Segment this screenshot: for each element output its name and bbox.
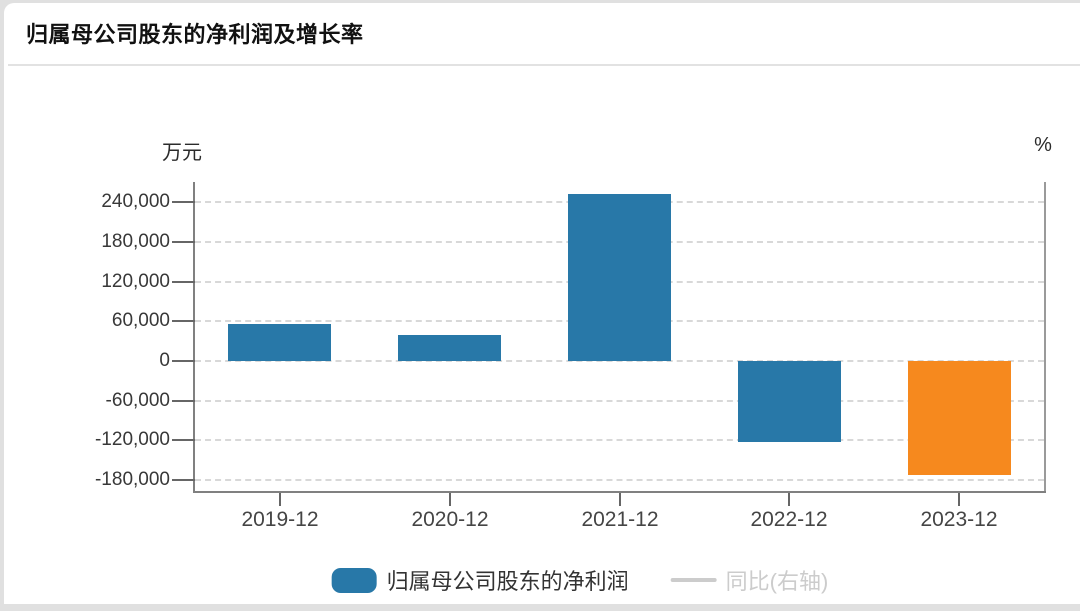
left-axis-line [193,182,195,491]
x-axis-tick [619,493,621,506]
x-axis-tick [279,493,281,506]
y-axis-label: 0 [159,350,170,371]
y-axis-tick [172,360,195,362]
bottom-axis-line [193,491,1046,493]
x-axis-label: 2020-12 [411,508,489,531]
y-axis-label: -60,000 [105,390,170,411]
bar-2022-12[interactable] [738,361,841,442]
legend-item-label: 同比(右轴) [725,569,829,594]
y-axis-tick [172,400,195,402]
y-axis-label: -120,000 [94,429,170,450]
bar-legend-marker-icon [331,567,377,593]
legend-item-label: 归属母公司股东的净利润 [386,569,629,594]
gridline [195,360,1044,362]
x-axis-label: 2021-12 [581,508,659,531]
right-axis-unit-label: % [1034,134,1052,156]
y-axis-label: 120,000 [101,271,170,292]
y-axis-tick [172,479,195,481]
gridline [195,439,1044,441]
x-axis-tick [449,493,451,506]
y-axis-label: -180,000 [94,469,170,490]
x-axis-tick [788,493,790,506]
y-axis-tick [172,439,195,441]
x-axis-tick [958,493,960,506]
chart-card: 归属母公司股东的净利润及增长率 [4,3,1080,604]
page-title: 归属母公司股东的净利润及增长率 [26,22,364,47]
y-axis-unit-label: 万元 [162,142,202,164]
y-axis-label: 180,000 [101,231,170,252]
right-axis-line [1044,182,1046,491]
x-axis-label: 2023-12 [920,508,998,531]
x-axis-label: 2019-12 [241,508,319,531]
line-legend-marker-icon [670,578,717,582]
legend-item-net-profit[interactable]: 归属母公司股东的净利润 [331,564,629,596]
y-axis-tick [172,201,195,203]
bar-2020-12[interactable] [398,335,501,361]
y-axis-tick [172,320,195,322]
bar-2021-12[interactable] [568,194,671,361]
y-axis-label: 240,000 [101,191,170,212]
gridline [195,479,1044,481]
legend-item-yoy[interactable]: 同比(右轴) [670,564,829,596]
y-axis-label: 60,000 [111,310,170,331]
y-axis-tick [172,281,195,283]
legend: 归属母公司股东的净利润 同比(右轴) [331,564,829,596]
gridline [195,400,1044,402]
x-axis-label: 2022-12 [750,508,828,531]
title-divider [8,64,1080,66]
bar-2019-12[interactable] [228,324,331,361]
bar-2023-12[interactable] [908,361,1011,475]
y-axis-tick [172,241,195,243]
